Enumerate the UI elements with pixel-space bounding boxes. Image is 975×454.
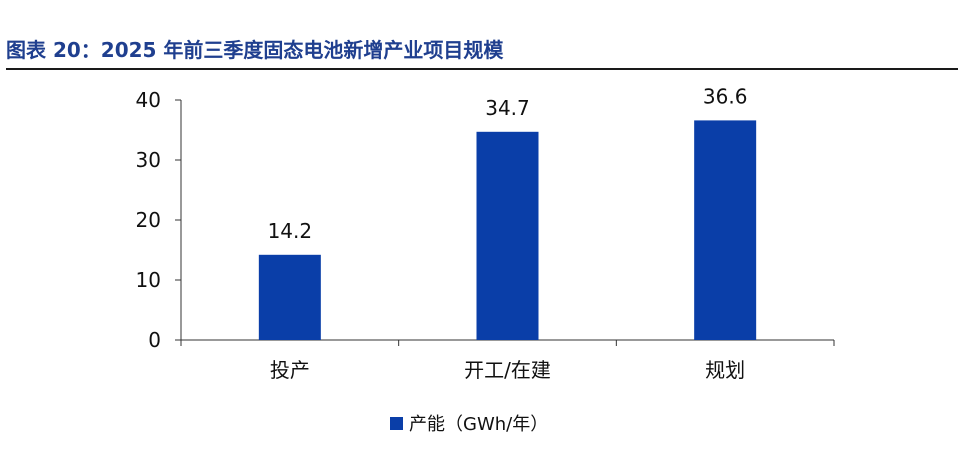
y-tick-label: 0: [148, 328, 161, 352]
y-tick-label: 40: [136, 88, 161, 112]
data-label: 36.6: [703, 84, 748, 108]
x-axis: 投产 开工/在建 规划: [180, 339, 835, 382]
x-tick-label: 投产: [270, 358, 310, 382]
x-tick-label: 开工/在建: [464, 358, 551, 382]
legend-swatch: [390, 416, 403, 430]
x-tick-label: 规划: [705, 358, 745, 382]
bar: [258, 254, 321, 340]
y-tick-label: 10: [136, 268, 161, 292]
legend: 产能（GWh/年）: [390, 410, 548, 436]
chart-title: 图表 20：2025 年前三季度固态电池新增产业项目规模: [6, 38, 504, 62]
legend-label: 产能（GWh/年）: [409, 414, 549, 435]
data-label: 14.2: [268, 219, 313, 243]
data-label: 34.7: [485, 96, 530, 120]
data-labels: 14.2 34.7 36.6: [268, 84, 748, 242]
bars: [258, 120, 757, 341]
y-tick-label: 30: [136, 148, 161, 172]
title-divider: [6, 68, 958, 70]
y-tick-label: 20: [136, 208, 161, 232]
y-axis: 0 10 20 30 40: [136, 88, 182, 352]
bar: [476, 131, 539, 340]
bar: [694, 120, 757, 341]
